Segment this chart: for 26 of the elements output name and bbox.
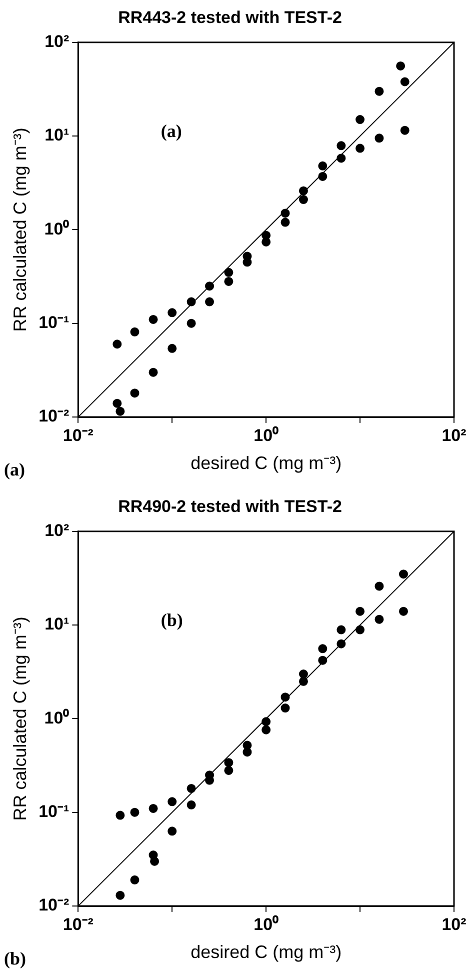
y-axis-title: RR calculated C (mg m⁻³) <box>10 128 30 332</box>
text: (a) <box>4 460 25 480</box>
x-axis-title: desired C (mg m⁻³) <box>190 453 342 474</box>
x-axis-title: desired C (mg m⁻³) <box>190 942 342 962</box>
x-tick-label: 10⁻² <box>62 914 94 934</box>
y-tick-label: 10² <box>44 521 70 540</box>
y-tick-label: 10¹ <box>44 614 70 634</box>
annotation: (b) <box>160 610 183 630</box>
annotation: (a) <box>160 120 182 141</box>
y-axis-title: RR calculated C (mg m⁻³) <box>10 616 30 821</box>
y-tick-label: 10⁻¹ <box>38 802 70 822</box>
chart-title: RR443-2 tested with TEST-2 <box>118 8 342 27</box>
y-tick-label: 10⁻² <box>38 896 70 915</box>
y-tick-label: 10⁰ <box>44 219 70 238</box>
x-tick-label: 10² <box>442 914 467 934</box>
y-tick-label: 10⁻² <box>38 406 70 426</box>
chart-title: RR490-2 tested with TEST-2 <box>118 496 342 516</box>
x-tick-label: 10⁻² <box>62 426 94 445</box>
x-tick-label: 10⁰ <box>254 914 279 934</box>
x-tick-label: 10² <box>442 426 467 445</box>
x-tick-label: 10⁰ <box>254 426 279 445</box>
y-tick-label: 10² <box>44 32 70 52</box>
y-tick-label: 10¹ <box>44 126 70 145</box>
text: (b) <box>4 948 26 969</box>
y-tick-label: 10⁰ <box>44 708 70 728</box>
y-tick-label: 10⁻¹ <box>38 313 70 332</box>
